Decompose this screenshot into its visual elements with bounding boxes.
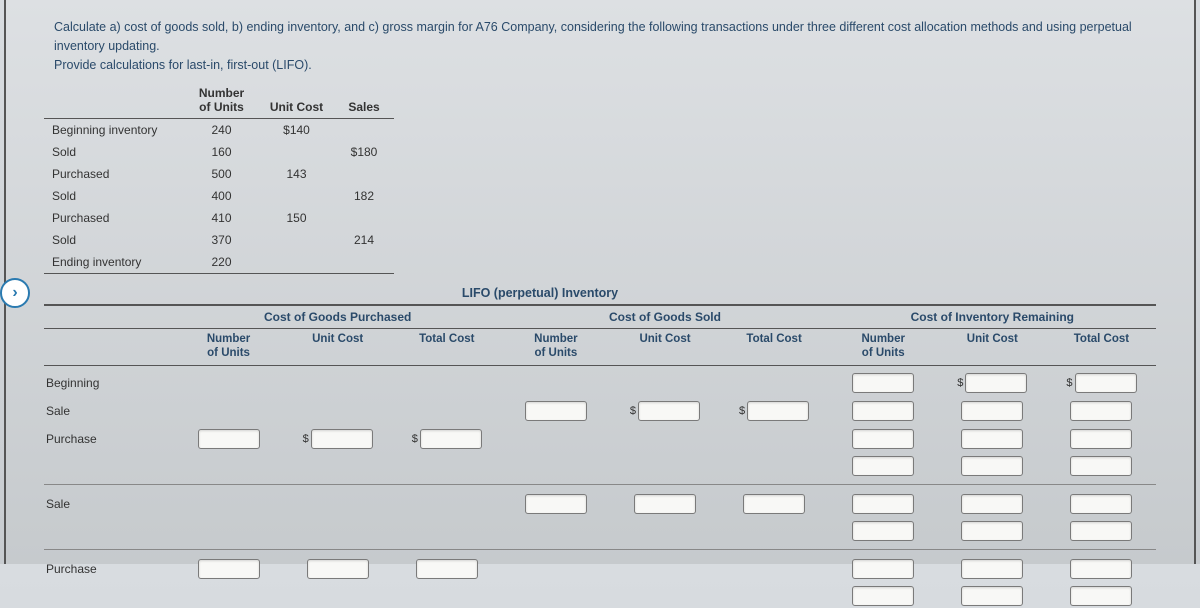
input-pur1-rem-total-b[interactable] [1070, 456, 1132, 476]
row-label: Purchased [44, 207, 184, 229]
cell-units: 400 [184, 185, 259, 207]
group-header-coir: Cost of Inventory Remaining [829, 306, 1156, 328]
input-pur2-rem-total-a[interactable] [1070, 559, 1132, 579]
input-pur1-unitcost[interactable] [311, 429, 373, 449]
input-pur2-total[interactable] [416, 559, 478, 579]
chevron-right-icon: › [12, 284, 17, 302]
cell-unitcost: 143 [259, 163, 334, 185]
input-beg-rem-units[interactable] [852, 373, 914, 393]
subheader-units: Number of Units [174, 329, 283, 365]
subheader-unitcost: Unit Cost [283, 329, 392, 365]
lifo-grid: Cost of Goods Purchased Cost of Goods So… [44, 304, 1156, 608]
input-sale2-rem-unitcost-a[interactable] [961, 494, 1023, 514]
cell-units: 370 [184, 229, 259, 251]
input-sale2-rem-units-a[interactable] [852, 494, 914, 514]
row-label: Purchased [44, 163, 184, 185]
row-sale-2: Sale [44, 491, 174, 517]
input-beg-rem-total[interactable] [1075, 373, 1137, 393]
input-sale1-rem-total[interactable] [1070, 401, 1132, 421]
subheader-units: Number of Units [829, 329, 938, 365]
worksheet-frame: Calculate a) cost of goods sold, b) endi… [4, 0, 1196, 564]
subheader-unitcost: Unit Cost [938, 329, 1047, 365]
question-prompt: Calculate a) cost of goods sold, b) endi… [18, 18, 1182, 74]
group-header-cogs: Cost of Goods Sold [501, 306, 828, 328]
subheader-totalcost: Total Cost [1047, 329, 1156, 365]
cell-units: 160 [184, 141, 259, 163]
cell-units: 500 [184, 163, 259, 185]
subheader-totalcost: Total Cost [392, 329, 501, 365]
input-sale2-sold-unitcost[interactable] [634, 494, 696, 514]
row-label: Ending inventory [44, 251, 184, 274]
cell-sales [334, 163, 394, 185]
cell-sales: 182 [334, 185, 394, 207]
subheader-unitcost: Unit Cost [610, 329, 719, 365]
input-sale2-rem-total-a[interactable] [1070, 494, 1132, 514]
cell-unitcost: $140 [259, 119, 334, 142]
input-pur2-rem-total-b[interactable] [1070, 586, 1132, 606]
transactions-table: Number of Units Unit Cost Sales Beginnin… [44, 82, 394, 274]
input-sale2-sold-units[interactable] [525, 494, 587, 514]
input-pur2-rem-units-b[interactable] [852, 586, 914, 606]
prompt-line-1: Calculate a) cost of goods sold, b) endi… [54, 20, 1132, 53]
col-header-sales: Sales [334, 82, 394, 119]
input-beg-rem-unitcost[interactable] [965, 373, 1027, 393]
input-pur2-rem-unitcost-a[interactable] [961, 559, 1023, 579]
input-sale2-sold-total[interactable] [743, 494, 805, 514]
prev-next-chevron[interactable]: › [0, 278, 30, 308]
row-label: Sold [44, 185, 184, 207]
input-pur1-total[interactable] [420, 429, 482, 449]
input-pur1-rem-total-a[interactable] [1070, 429, 1132, 449]
input-sale1-rem-unitcost[interactable] [961, 401, 1023, 421]
row-label: Sold [44, 229, 184, 251]
input-sale2-rem-units-b[interactable] [852, 521, 914, 541]
input-pur2-unitcost[interactable] [307, 559, 369, 579]
input-sale1-rem-units[interactable] [852, 401, 914, 421]
input-pur1-rem-unitcost-a[interactable] [961, 429, 1023, 449]
input-pur2-rem-units-a[interactable] [852, 559, 914, 579]
col-header-units: Number of Units [184, 82, 259, 119]
cell-unitcost [259, 229, 334, 251]
subheader-units: Number of Units [501, 329, 610, 365]
cell-sales: $180 [334, 141, 394, 163]
cell-unitcost [259, 141, 334, 163]
row-purchase-2: Purchase [44, 556, 174, 582]
row-purchase-1: Purchase [44, 426, 174, 452]
cell-sales [334, 207, 394, 229]
cell-units: 410 [184, 207, 259, 229]
row-label: Beginning inventory [44, 119, 184, 142]
col-header-unitcost: Unit Cost [259, 82, 334, 119]
input-sale1-sold-unitcost[interactable] [638, 401, 700, 421]
cell-units: 220 [184, 251, 259, 274]
input-pur1-rem-units-a[interactable] [852, 429, 914, 449]
input-pur1-rem-units-b[interactable] [852, 456, 914, 476]
input-pur2-rem-unitcost-b[interactable] [961, 586, 1023, 606]
input-sale1-sold-units[interactable] [525, 401, 587, 421]
cell-sales [334, 251, 394, 274]
cell-unitcost [259, 185, 334, 207]
lifo-section-title: LIFO (perpetual) Inventory [18, 286, 1182, 300]
cell-unitcost [259, 251, 334, 274]
row-label: Sold [44, 141, 184, 163]
subheader-totalcost: Total Cost [720, 329, 829, 365]
group-header-cogp: Cost of Goods Purchased [174, 306, 501, 328]
row-sale-1: Sale [44, 398, 174, 424]
cell-units: 240 [184, 119, 259, 142]
cell-sales [334, 119, 394, 142]
input-pur1-rem-unitcost-b[interactable] [961, 456, 1023, 476]
input-sale2-rem-unitcost-b[interactable] [961, 521, 1023, 541]
cell-sales: 214 [334, 229, 394, 251]
input-pur1-units[interactable] [198, 429, 260, 449]
input-sale2-rem-total-b[interactable] [1070, 521, 1132, 541]
input-sale1-sold-total[interactable] [747, 401, 809, 421]
cell-unitcost: 150 [259, 207, 334, 229]
row-beginning: Beginning [44, 370, 174, 396]
prompt-line-2: Provide calculations for last-in, first-… [54, 58, 312, 72]
input-pur2-units[interactable] [198, 559, 260, 579]
